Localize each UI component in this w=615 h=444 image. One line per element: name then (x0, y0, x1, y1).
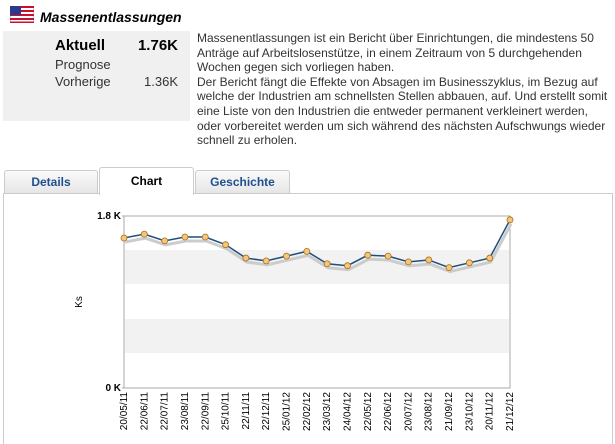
point (140, 230, 148, 238)
x-tick-label: 22/06/12 (383, 392, 394, 431)
x-tick-label: 22/09/11 (200, 392, 211, 431)
x-tick-label: 20/11/12 (485, 392, 496, 431)
grid-band (125, 319, 509, 353)
paragraph: Massenentlassungen ist ein Bericht über … (197, 31, 594, 75)
title: Massenentlassungen (40, 9, 182, 25)
x-tick-label: 21/09/12 (444, 392, 455, 431)
x-tick-label: 21/12/12 (505, 392, 516, 431)
x-tick-label: 25/10/11 (221, 392, 232, 431)
point (161, 237, 169, 245)
x-tick-label: 25/01/12 (282, 392, 293, 431)
description: Massenentlassungen ist ein Bericht über … (197, 31, 612, 148)
point (486, 254, 494, 262)
plot-area (123, 215, 511, 389)
x-tick-label: 23/08/11 (180, 392, 191, 431)
actual-label: Aktuell (55, 37, 106, 54)
x-tick-label: 23/08/12 (424, 392, 435, 431)
x-tick-label: 20/07/12 (403, 392, 414, 431)
y-tick-label: 0 K (105, 383, 121, 394)
x-tick-label: 22/12/11 (261, 392, 272, 431)
x-tick-label: 22/02/12 (302, 392, 313, 431)
paragraph: Der Bericht fängt die Effekte von Absage… (197, 74, 608, 148)
chart-panel (3, 193, 613, 444)
point (465, 259, 473, 267)
y-axis-label: Ks (74, 296, 85, 308)
point (445, 264, 453, 272)
y-tick-label: 1.8 K (97, 211, 122, 222)
actual-value: 1.76K (137, 37, 178, 54)
previous-label: Vorherige (55, 74, 111, 89)
point (344, 262, 351, 270)
point (384, 252, 392, 260)
point (242, 254, 250, 262)
point (425, 256, 433, 264)
point (283, 252, 290, 260)
point (262, 257, 270, 265)
flag-icon (10, 6, 34, 23)
point (222, 241, 229, 249)
point (303, 247, 311, 255)
point (120, 234, 128, 242)
line-shadow (124, 223, 513, 274)
tab[interactable]: Details (4, 170, 98, 193)
x-tick-label: 24/04/12 (342, 392, 353, 431)
tab[interactable]: Geschichte (195, 170, 290, 193)
x-tick-label: 22/11/11 (241, 392, 252, 430)
point (364, 251, 372, 259)
tab-active[interactable]: Chart (99, 167, 194, 195)
x-tick-label: 22/06/11 (139, 392, 150, 431)
x-tick-label: 22/07/11 (160, 392, 171, 431)
summary-box: Aktuell 1.76K Prognose Vorherige 1.36K (3, 31, 190, 121)
x-tick-label: 20/05/11 (119, 392, 130, 431)
x-tick-label: 23/03/12 (322, 392, 333, 431)
forecast-label: Prognose (55, 57, 111, 72)
point (405, 258, 412, 266)
previous-value: 1.36K (144, 74, 178, 89)
grid-band (125, 250, 509, 284)
point (323, 260, 331, 268)
point (181, 233, 189, 241)
point (506, 216, 514, 224)
x-tick-label: 23/10/12 (464, 392, 475, 431)
point (201, 233, 209, 241)
x-tick-label: 22/05/12 (363, 392, 374, 431)
